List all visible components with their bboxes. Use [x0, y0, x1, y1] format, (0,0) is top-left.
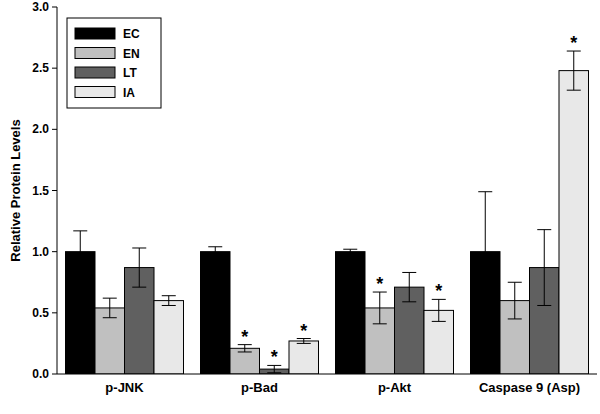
legend-swatch: [75, 87, 115, 98]
error-stem: [350, 249, 351, 254]
error-cap: [132, 287, 146, 288]
bar: [336, 252, 366, 374]
significance-mark: *: [570, 33, 577, 53]
error-cap: [478, 311, 492, 312]
error-bar: [73, 231, 87, 273]
y-ticks: 0.0 0.5 1.0 1.5 2.0 2.5 3.0: [32, 0, 57, 381]
error-stem: [438, 299, 439, 321]
y-axis: [57, 7, 58, 374]
legend-label: EN: [123, 47, 140, 61]
y-tick: [52, 312, 57, 313]
error-cap: [162, 295, 176, 296]
error-cap: [132, 247, 146, 248]
legend-swatch: [75, 48, 115, 59]
error-cap: [508, 282, 522, 283]
error-cap: [432, 321, 446, 322]
error-bar: [343, 249, 357, 254]
significance-mark: *: [376, 274, 383, 294]
x-tick-label: p-Akt: [378, 380, 412, 395]
y-tick-label: 3.0: [32, 0, 49, 14]
error-bar: [103, 298, 117, 318]
significance-mark: *: [241, 327, 248, 347]
error-bar: [208, 247, 222, 257]
y-tick-label: 1.5: [32, 184, 49, 198]
y-axis-label: Relative Protein Levels: [8, 119, 23, 261]
bar: [154, 301, 184, 374]
error-cap: [238, 351, 252, 352]
y-tick-label: 0.0: [32, 367, 49, 381]
error-cap: [343, 254, 357, 255]
error-cap: [343, 249, 357, 250]
legend-label: IA: [123, 86, 135, 100]
error-bar: [508, 282, 522, 319]
error-cap: [373, 323, 387, 324]
legend-label: EC: [123, 27, 140, 41]
error-cap: [103, 317, 117, 318]
error-bar: [432, 299, 446, 321]
legend-label: LT: [123, 66, 137, 80]
error-stem: [80, 231, 81, 273]
error-cap: [508, 318, 522, 319]
error-bar: [162, 296, 176, 306]
error-bar: [567, 51, 581, 90]
legend-swatch: [75, 28, 115, 39]
significance-mark: *: [300, 321, 307, 341]
y-tick: [52, 7, 57, 8]
y-tick: [52, 374, 57, 375]
error-cap: [567, 90, 581, 91]
error-cap: [208, 246, 222, 247]
error-cap: [478, 191, 492, 192]
error-bar: [373, 292, 387, 324]
error-stem: [109, 298, 110, 318]
y-tick: [52, 129, 57, 130]
y-tick-label: 1.0: [32, 245, 49, 259]
bar: [289, 341, 319, 374]
error-cap: [537, 229, 551, 230]
error-cap: [402, 272, 416, 273]
annotations: * * * * * *: [241, 33, 577, 367]
chart: 0.0 0.5 1.0 1.5 2.0 2.5 3.0 Relative Protein Le…: [0, 0, 600, 414]
error-cap: [73, 230, 87, 231]
error-cap: [208, 256, 222, 257]
significance-mark: *: [435, 281, 442, 301]
error-stem: [544, 230, 545, 306]
y-tick: [52, 68, 57, 69]
y-tick: [52, 190, 57, 191]
error-bar: [402, 272, 416, 301]
x-tick-label: p-Bad: [241, 380, 278, 395]
error-cap: [402, 301, 416, 302]
legend-box: [67, 18, 161, 108]
error-cap: [297, 343, 311, 344]
error-cap: [267, 372, 281, 373]
bar: [201, 252, 231, 374]
x-tick-label: p-JNK: [105, 380, 144, 395]
legend: EC EN LT IA: [67, 18, 161, 108]
x-tick-label: Caspase 9 (Asp): [479, 380, 580, 395]
bar: [230, 348, 260, 374]
x-axis: [57, 374, 597, 375]
y-tick-label: 2.5: [32, 61, 49, 75]
error-stem: [514, 282, 515, 319]
error-cap: [162, 305, 176, 306]
error-stem: [485, 192, 486, 312]
error-cap: [73, 272, 87, 273]
error-bar: [537, 230, 551, 306]
error-stem: [168, 296, 169, 306]
error-stem: [573, 51, 574, 90]
significance-mark: *: [271, 347, 278, 367]
error-stem: [409, 272, 410, 301]
bar: [559, 71, 589, 374]
error-stem: [379, 292, 380, 324]
error-stem: [139, 248, 140, 287]
error-cap: [103, 298, 117, 299]
error-bar: [132, 248, 146, 287]
y-tick-label: 0.5: [32, 306, 49, 320]
y-tick: [52, 251, 57, 252]
error-stem: [215, 247, 216, 257]
error-bar: [478, 192, 492, 312]
error-cap: [537, 305, 551, 306]
bar: [95, 308, 125, 374]
legend-swatch: [75, 67, 115, 78]
y-tick-label: 2.0: [32, 122, 49, 136]
